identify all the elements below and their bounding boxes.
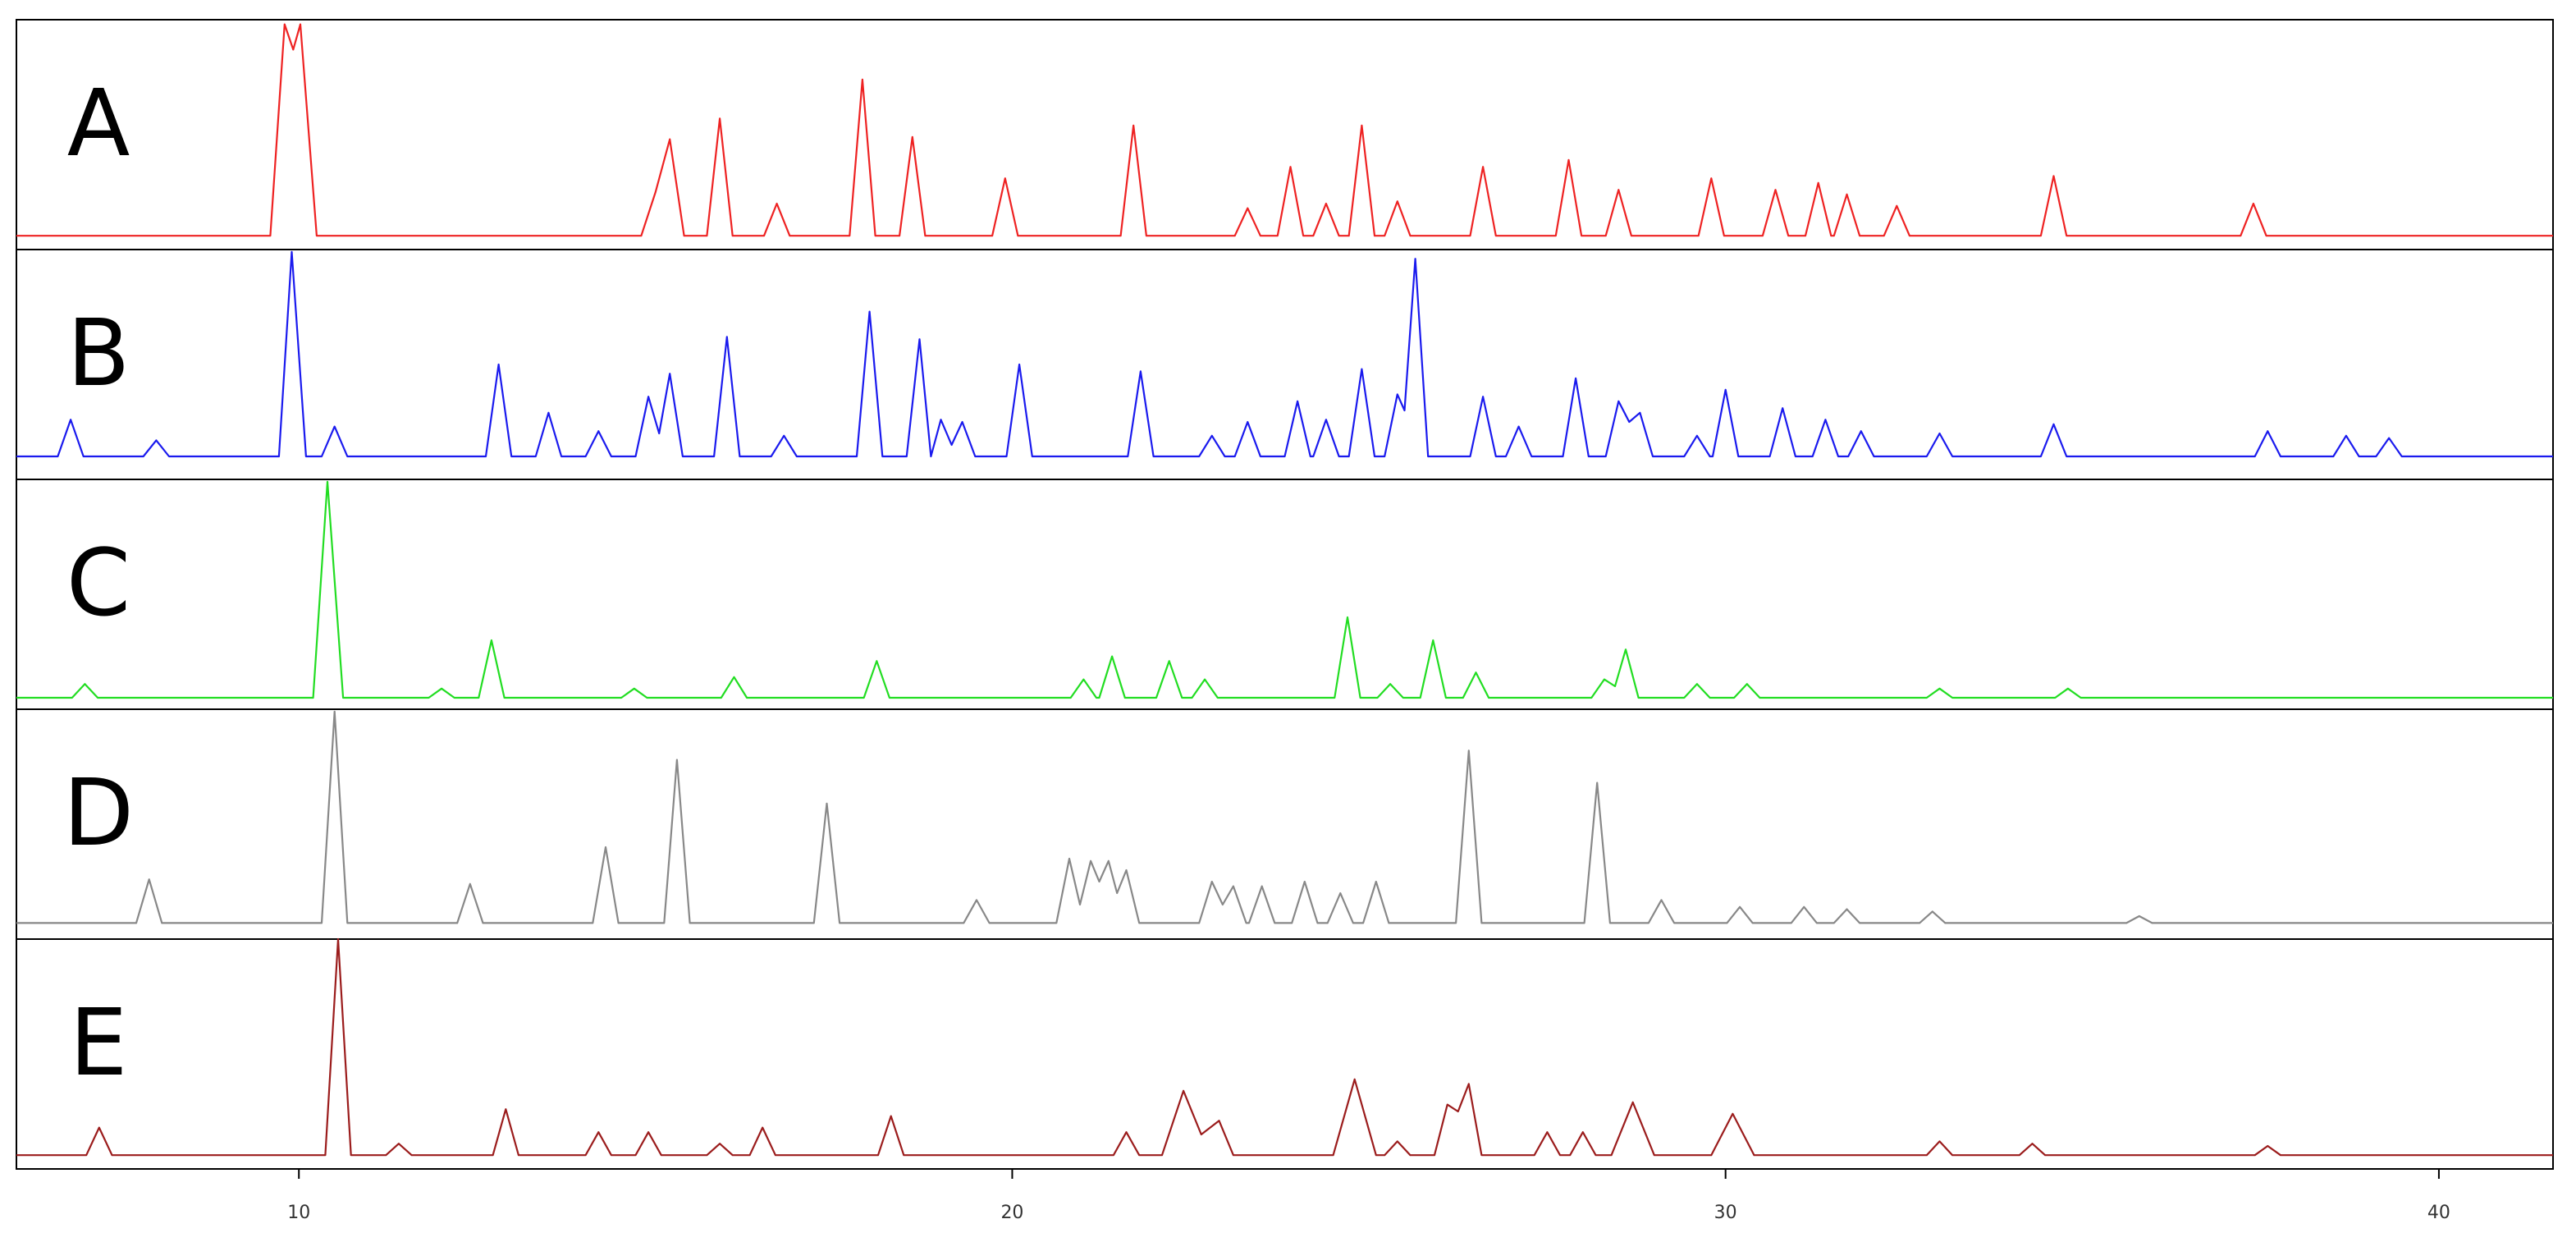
pattern-line bbox=[16, 480, 2553, 699]
x-tick-label: 30 bbox=[1714, 1203, 1737, 1223]
panel-frame bbox=[16, 249, 2554, 480]
legend-label: E bbox=[70, 990, 128, 1097]
panel-frame bbox=[16, 708, 2554, 940]
pattern-line bbox=[16, 23, 2553, 237]
x-tick-label: 40 bbox=[2427, 1203, 2450, 1223]
pattern-line bbox=[16, 937, 2553, 1157]
panel-frame bbox=[16, 479, 2554, 710]
pattern-line bbox=[16, 250, 2553, 458]
x-tick-label: 10 bbox=[287, 1203, 310, 1223]
panel-frame bbox=[16, 938, 2554, 1170]
panel-frame bbox=[16, 19, 2554, 250]
legend-label: C bbox=[66, 530, 130, 637]
legend-label: A bbox=[67, 71, 130, 177]
legend-label: B bbox=[67, 300, 130, 407]
x-tick-label: 20 bbox=[1000, 1203, 1023, 1223]
pattern-line bbox=[16, 710, 2553, 924]
legend-label: D bbox=[63, 760, 134, 867]
